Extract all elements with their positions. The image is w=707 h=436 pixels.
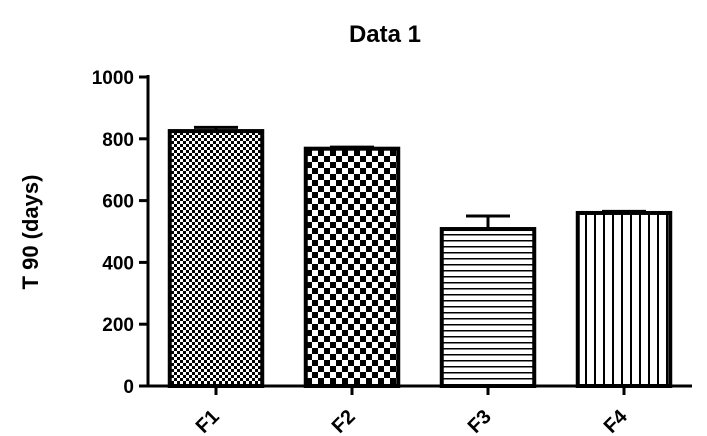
bar-f2 [303, 146, 401, 388]
bar-f1 [167, 129, 265, 388]
y-tick-label: 1000 [92, 68, 134, 89]
x-tick-label: F1 [192, 406, 224, 436]
plot-area: 0 200 400 600 800 1000 F1 F2 F3 F4 [92, 68, 692, 436]
chart-title: Data 1 [349, 21, 421, 48]
bar-f3 [439, 227, 537, 388]
y-axis-label: T 90 (days) [18, 175, 43, 290]
x-tick-label: F3 [464, 406, 496, 436]
bar-f4 [575, 210, 673, 388]
x-tick-label: F2 [328, 406, 360, 436]
y-tick-label: 400 [102, 253, 134, 274]
y-tick-label: 0 [123, 377, 134, 398]
y-tick-label: 200 [102, 315, 134, 336]
y-tick-label: 800 [102, 130, 134, 151]
y-tick-label: 600 [102, 192, 134, 213]
x-tick-label: F4 [600, 405, 633, 436]
